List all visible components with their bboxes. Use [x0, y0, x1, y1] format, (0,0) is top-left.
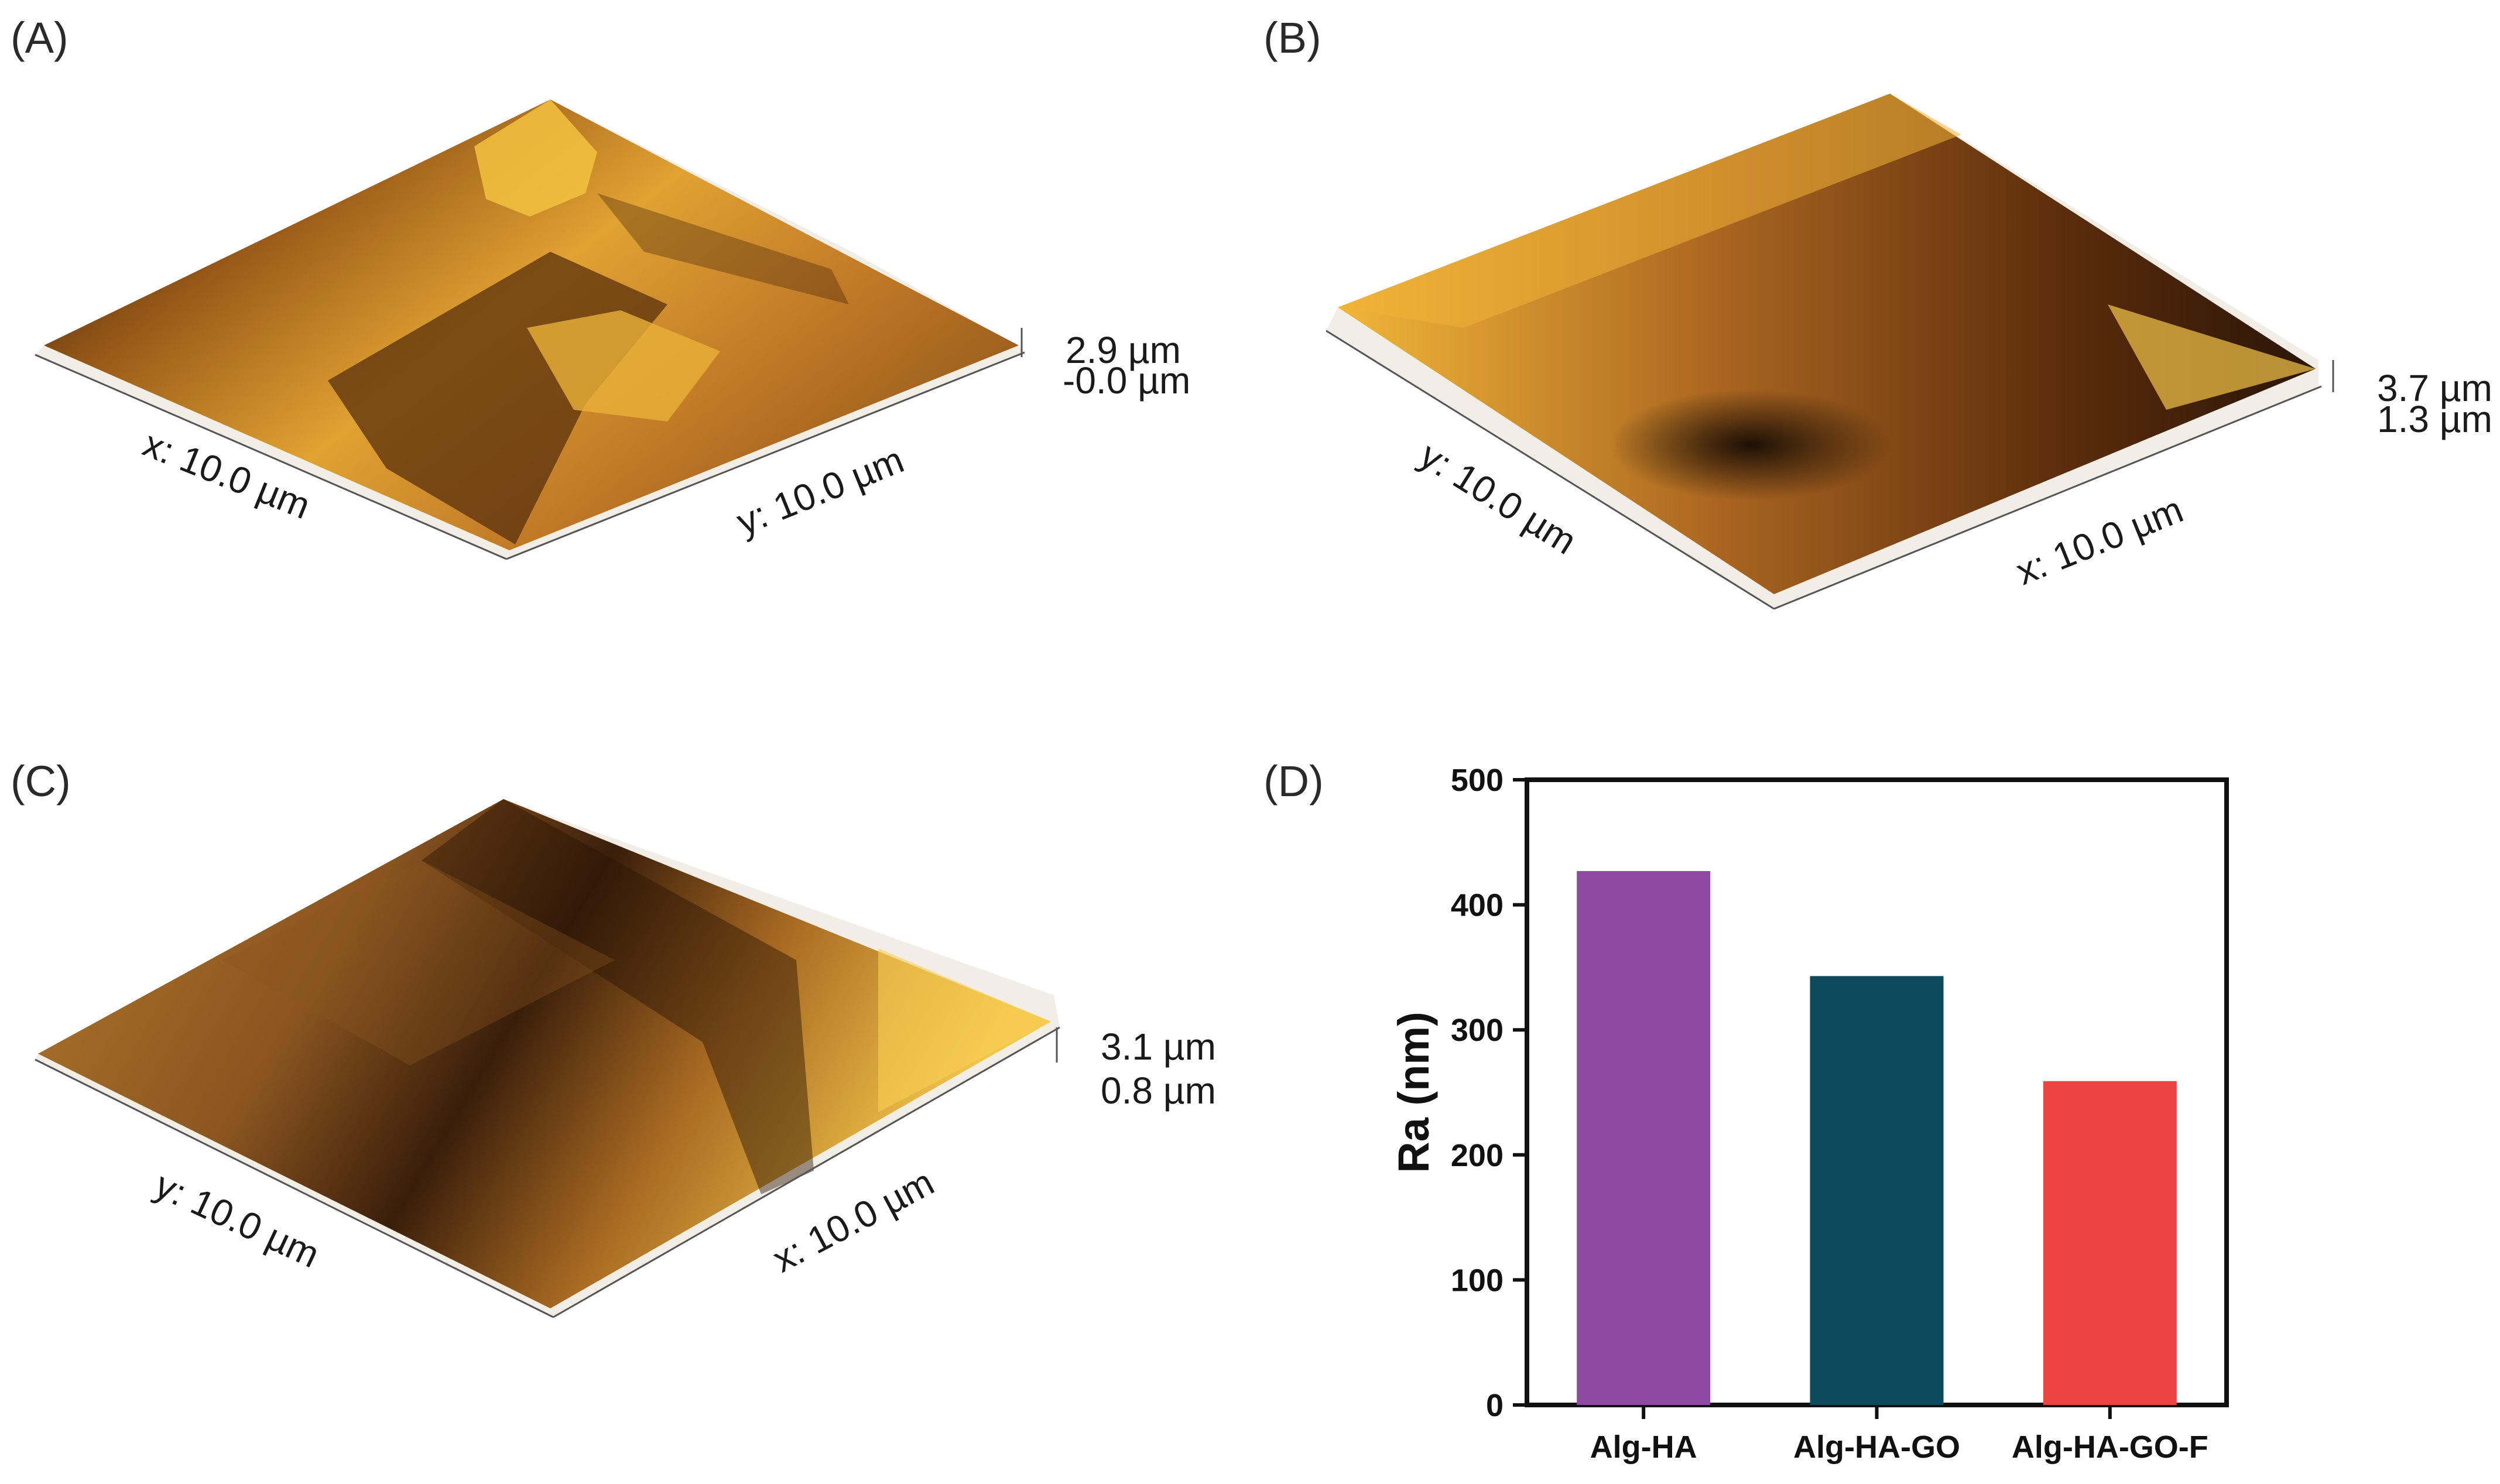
- panel-label-b: (B): [1263, 13, 1321, 62]
- afm-axis-line-c1: [35, 1058, 554, 1318]
- afm-surface-a: [35, 100, 1025, 559]
- bar-alg-ha: [1577, 870, 1711, 1405]
- afm-axis-line-b1: [1326, 330, 1775, 610]
- x-ticks: Alg-HA Alg-HA-GO Alg-HA-GO-F: [1590, 1405, 2208, 1465]
- afm-z-min-c: 0.8 µm: [1101, 1070, 1216, 1112]
- panel-a: (A) x: 10.0 µm y: 10.0 µm 2.9 µm -0.0 µm: [11, 13, 1190, 560]
- bars: [1577, 870, 2177, 1405]
- afm-axis-line-b2: [1773, 385, 2322, 610]
- x-tick-label: Alg-HA: [1590, 1430, 1697, 1465]
- x-tick-label: Alg-HA-GO: [1793, 1430, 1960, 1465]
- panel-label-c: (C): [11, 757, 71, 806]
- afm-z-min-b: 1.3 µm: [2377, 398, 2492, 440]
- y-tick-label: 100: [1451, 1263, 1504, 1298]
- bar-alg-ha-go: [1810, 976, 1944, 1405]
- panel-c: (C) y: 10.0 µm x: 10.0 µm 3.1 µm 0.8 µm: [11, 757, 1216, 1318]
- bar-chart: 0 100 200 300 400 500 Alg-HA Alg-HA-GO Alg-HA-G…: [1389, 763, 2229, 1465]
- y-axis-label: Ra (nm): [1389, 1012, 1438, 1173]
- y-ticks: 0 100 200 300 400 500: [1451, 763, 1527, 1423]
- afm-z-min-a: -0.0 µm: [1063, 359, 1190, 402]
- y-tick-label: 500: [1451, 763, 1504, 798]
- afm-surface-c: [35, 799, 1060, 1317]
- y-tick-label: 400: [1451, 888, 1504, 923]
- panel-label-d: (D): [1263, 757, 1324, 806]
- y-tick-label: 300: [1451, 1013, 1504, 1048]
- afm-axis-label-b2: x: 10.0 µm: [2010, 488, 2189, 593]
- x-tick-label: Alg-HA-GO-F: [2012, 1430, 2208, 1465]
- panel-label-a: (A): [11, 13, 69, 62]
- panel-b: (B) y: 10.0 µm x: 10.0 µm 3.7 µm 1.3 µm: [1263, 13, 2492, 610]
- y-tick-label: 200: [1451, 1138, 1504, 1173]
- afm-z-max-b: 3.7 µm: [2377, 367, 2492, 409]
- afm-axis-line-c2: [553, 1026, 1060, 1318]
- afm-axis-line-a1: [35, 354, 507, 560]
- bar-alg-ha-go-f: [2043, 1081, 2177, 1405]
- afm-z-max-a: 2.9 µm: [1066, 329, 1181, 371]
- y-tick-label: 0: [1486, 1388, 1504, 1423]
- afm-axis-line-a2: [506, 351, 1025, 560]
- afm-z-max-c: 3.1 µm: [1101, 1026, 1216, 1068]
- afm-surface-b: [1326, 94, 2319, 609]
